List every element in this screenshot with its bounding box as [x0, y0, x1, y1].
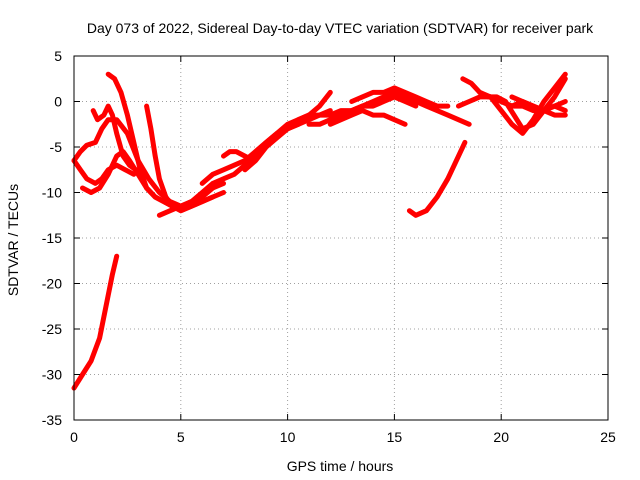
series-arc-start-mid: [71, 158, 137, 186]
y-tick-label: 0: [54, 94, 62, 110]
series-arc-loop-early: [90, 103, 139, 173]
series-arc-drop-mid: [144, 103, 216, 214]
x-tick-label: 25: [600, 429, 616, 445]
series-layer: [71, 71, 568, 391]
y-tick-labels: 5 0 -5 -10 -15 -20 -25 -30 -35: [42, 48, 62, 428]
x-tick-labels: 0 5 10 15 20 25: [70, 429, 616, 445]
x-tick-label: 15: [387, 429, 403, 445]
y-axis-label: SDTVAR / TECUs: [5, 184, 21, 296]
x-tick-label: 5: [177, 429, 185, 445]
y-tick-label: -35: [42, 412, 62, 428]
y-tick-label: 5: [54, 48, 62, 64]
grid-lines: [74, 56, 608, 420]
y-tick-label: -20: [42, 276, 62, 292]
y-tick-label: -15: [42, 230, 62, 246]
series-arc-plateau-d: [349, 85, 451, 109]
x-tick-label: 20: [493, 429, 509, 445]
x-axis-label: GPS time / hours: [287, 458, 394, 474]
tick-marks: [73, 55, 609, 421]
series-arc-late-e: [509, 94, 568, 114]
x-tick-label: 10: [280, 429, 296, 445]
y-tick-label: -25: [42, 321, 62, 337]
x-tick-label: 0: [70, 429, 78, 445]
y-tick-label: -5: [50, 139, 63, 155]
y-tick-label: -10: [42, 185, 62, 201]
series-arc-low-rise: [71, 253, 120, 391]
series-arc-rise-main: [199, 108, 333, 186]
series-arc-plateau-a: [295, 89, 472, 127]
chart-title: Day 073 of 2022, Sidereal Day-to-day VTE…: [87, 20, 594, 36]
series-arc-plateau-b: [306, 94, 419, 127]
series-arc-late-c: [488, 71, 568, 136]
series-arc-late-rise: [406, 139, 468, 218]
series-arc-bottom-rise: [156, 112, 312, 218]
series-arc-plateau-c: [327, 108, 408, 127]
series-arc-rise-steep: [242, 89, 333, 173]
y-tick-label: -30: [42, 367, 62, 383]
